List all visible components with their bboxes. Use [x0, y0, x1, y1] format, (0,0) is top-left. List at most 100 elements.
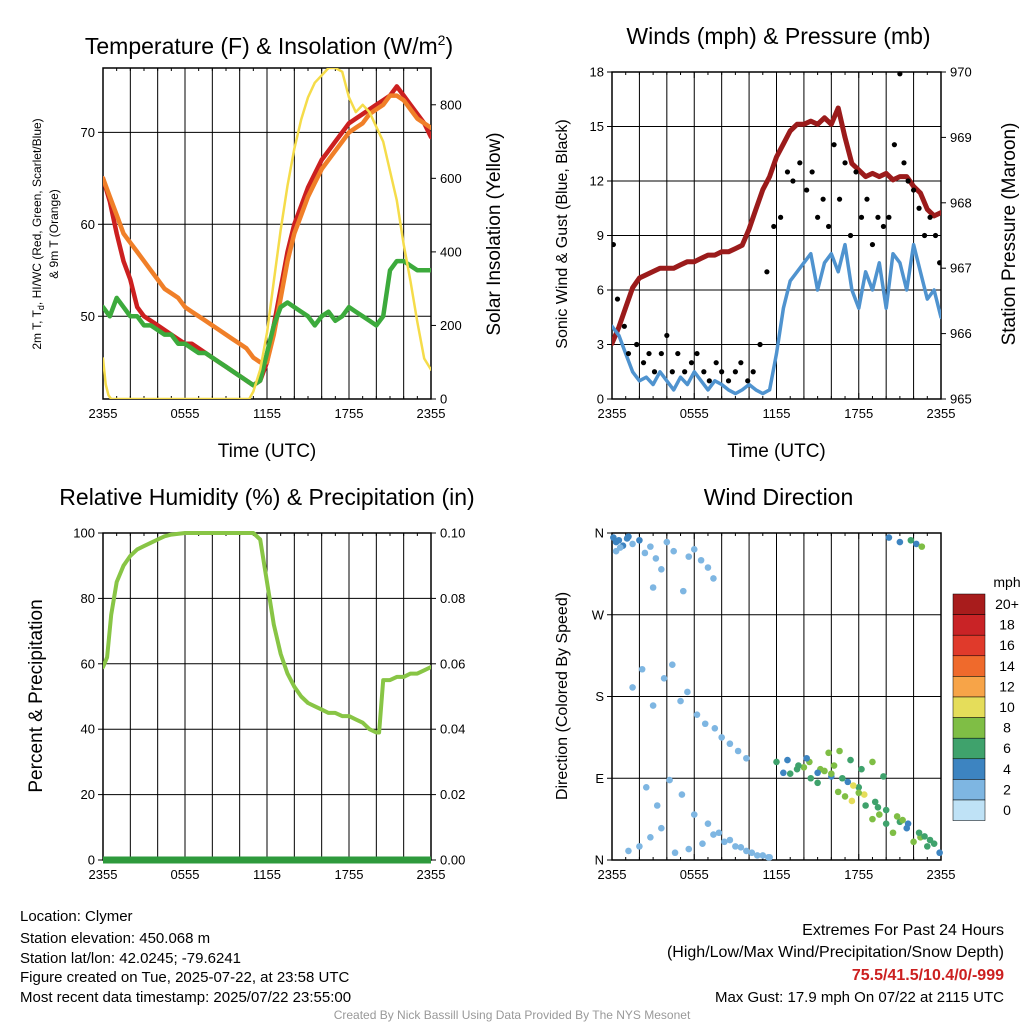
gust-point	[719, 369, 725, 375]
temperature-y-axis-label: 2m T, Td, HI/WC (Red, Green, Scarlet/Blu…	[30, 118, 46, 349]
humidity-title: Relative Humidity (%) & Precipitation (i…	[59, 484, 474, 510]
gust-point	[897, 71, 903, 77]
wind-direction-point	[710, 831, 717, 838]
gust-point	[725, 378, 732, 384]
gust-point	[820, 196, 826, 202]
wind-direction-point	[669, 661, 676, 669]
x-tick-label: 1155	[253, 867, 281, 882]
wind-direction-point	[699, 840, 706, 847]
y2-tick-label: 0.08	[440, 591, 465, 606]
y-tick-label: 80	[81, 591, 95, 606]
colorbar-swatch	[952, 696, 986, 718]
wind-direction-point	[923, 843, 931, 850]
x-tick-label: 1155	[763, 406, 791, 421]
x-tick-label: 2355	[927, 867, 956, 882]
wind-direction-point	[847, 756, 854, 764]
colorbar: mph 20+ 18 16 14 12 10 8 6 4 2 0	[952, 574, 1021, 821]
wind-direction-point	[841, 793, 849, 800]
gust-point	[778, 214, 784, 220]
gust-point	[905, 178, 911, 184]
wind-direction-point	[743, 754, 750, 762]
gust-point	[706, 378, 712, 384]
wind-direction-point	[732, 843, 739, 850]
footer-latlon: Station lat/lon: 42.0245; -79.6241	[20, 950, 241, 967]
wind-direction-point	[926, 836, 934, 844]
wind-direction-point	[701, 720, 709, 728]
wind-direction-point	[889, 829, 897, 837]
wind-direction-point	[862, 802, 869, 809]
wind-direction-point	[685, 845, 693, 853]
wind-direction-point	[936, 849, 943, 857]
wind-direction-y-axis-label: Direction (Colored By Speed)	[554, 592, 571, 800]
x-tick-label: 1755	[335, 406, 364, 421]
y-tick-label: 18	[590, 65, 604, 80]
colorbar-label: 4	[1003, 761, 1011, 777]
y-tick-label: S	[595, 689, 604, 704]
wind-direction-point	[807, 774, 815, 782]
wind-direction-point	[915, 829, 923, 837]
wind-direction-point	[678, 791, 686, 798]
wind-direction-point	[647, 833, 654, 841]
humidity-panel: Relative Humidity (%) & Precipitation (i…	[26, 484, 475, 882]
colorbar-label: 20+	[995, 596, 1019, 612]
gust-point	[858, 214, 865, 220]
wind-direction-point	[670, 547, 677, 555]
wind-direction-point	[860, 791, 868, 798]
wind-direction-point	[830, 762, 838, 769]
gust-point	[916, 205, 922, 211]
gust-point	[640, 360, 647, 366]
y2-tick-label: 969	[950, 130, 972, 145]
wind-direction-point	[710, 575, 717, 582]
wind-direction-point	[715, 829, 723, 837]
y-tick-label: 60	[81, 656, 95, 671]
wind-direction-point	[677, 697, 684, 705]
y2-tick-label: 600	[440, 171, 462, 186]
gust-point	[634, 341, 640, 348]
wind-direction-point	[649, 702, 657, 709]
wind-direction-point	[679, 587, 687, 595]
gust-point	[757, 341, 763, 348]
temperature-y2-axis-label: Solar Insolation (Yellow)	[484, 132, 505, 335]
x-tick-label: 2355	[927, 406, 956, 421]
gust-point	[745, 378, 751, 384]
wind-direction-point	[653, 802, 661, 809]
wind-direction-point	[693, 711, 701, 718]
colorbar-swatch	[952, 593, 986, 615]
wind-direction-point	[855, 789, 863, 797]
gust-point	[937, 260, 941, 266]
wind-direction-point	[690, 546, 698, 553]
extremes-title: Extremes For Past 24 Hours	[802, 922, 1004, 939]
gust-point	[688, 360, 695, 366]
wind-direction-point	[803, 754, 810, 762]
wind-direction-point	[918, 543, 926, 550]
winds-panel: Winds (mph) & Pressure (mb) 2355 0555 1155 1…	[554, 23, 1020, 462]
gust-point	[646, 350, 652, 357]
winds-y-axis-label: Sonic Wind & Gust (Blue, Black)	[554, 119, 571, 348]
wind-direction-point	[882, 820, 890, 827]
y2-tick-label: 400	[440, 244, 462, 259]
wind-direction-point	[844, 778, 852, 786]
colorbar-swatch	[952, 737, 986, 760]
wind-direction-point	[876, 811, 883, 818]
gust-point	[809, 169, 815, 175]
gust-point	[836, 196, 843, 202]
temperature-series	[103, 68, 431, 399]
gust-point	[831, 142, 837, 148]
wind-direction-point	[743, 847, 750, 855]
y-tick-label: 12	[590, 174, 604, 189]
wind-direction-point	[616, 544, 624, 551]
gust-point	[732, 369, 738, 375]
wind-direction-point	[882, 806, 890, 814]
gust-point	[932, 232, 939, 239]
wind-direction-point	[839, 774, 846, 782]
gust-point	[853, 169, 859, 175]
wind-direction-point	[660, 675, 668, 682]
series-solar-line	[103, 68, 431, 399]
wind-direction-point	[849, 782, 857, 789]
x-tick-label: 1755	[844, 406, 873, 421]
humidity-series	[103, 531, 431, 864]
y-tick-label: 50	[81, 309, 95, 324]
series-dew-line	[103, 258, 431, 388]
